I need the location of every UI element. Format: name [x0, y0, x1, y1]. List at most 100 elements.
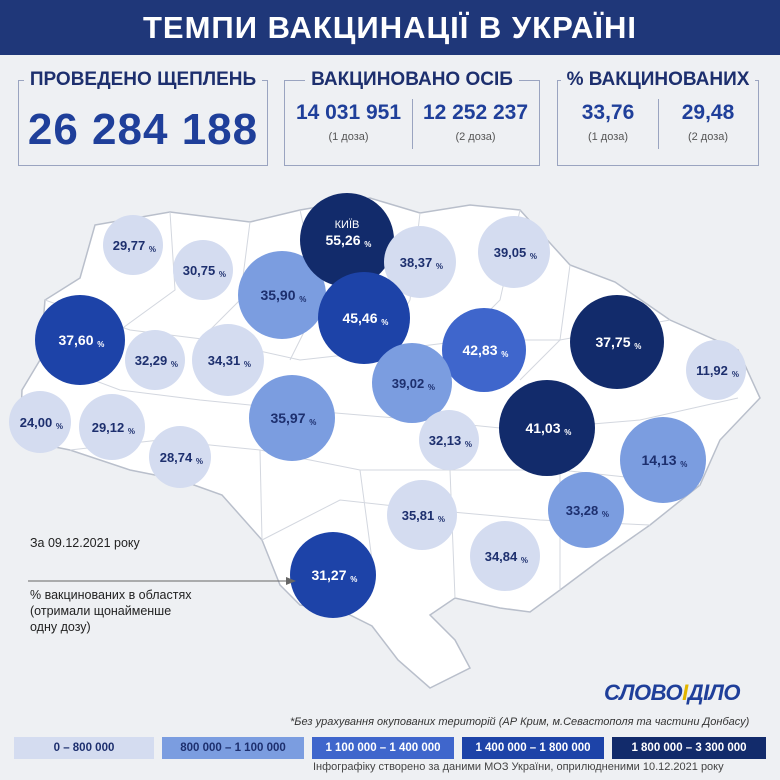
region-bubble — [173, 240, 233, 300]
percent-sign: % — [438, 515, 445, 524]
dose1-percent: 33,76 — [581, 101, 635, 124]
percent-sign: % — [299, 295, 306, 304]
region-value-label: 24,00 — [20, 415, 53, 430]
region-value-label: 33,28 — [566, 503, 599, 518]
region-value-label: 32,29 — [135, 353, 168, 368]
region-bubble — [79, 394, 145, 460]
region-value-label: 34,31 — [208, 353, 241, 368]
legend-item: 1 400 000 – 1 800 000 — [462, 737, 604, 759]
region-bubble — [35, 295, 125, 385]
percent-sign: % — [364, 240, 371, 249]
percent-sign: % — [564, 428, 571, 437]
region-value-label: 41,03 — [525, 420, 560, 436]
region-value-label: 34,84 — [485, 549, 518, 564]
region-bubble — [620, 417, 706, 503]
divider — [658, 99, 659, 149]
footnote: *Без урахування окупованих територій (АР… — [290, 716, 750, 728]
legend-item: 1 100 000 – 1 400 000 — [312, 737, 454, 759]
date-note: За 09.12.2021 року — [30, 536, 140, 550]
region-bubble — [372, 343, 452, 423]
region-bubble — [387, 480, 457, 550]
region-value-label: 31,27 — [311, 567, 346, 583]
legend-item: 1 800 000 – 3 300 000 — [612, 737, 766, 759]
dose1-count-caption: (1 доза) — [328, 131, 369, 143]
region-value-label: 35,81 — [402, 508, 435, 523]
percent-sign: % — [521, 556, 528, 565]
region-value-label: 39,05 — [494, 245, 527, 260]
legend-item: 0 – 800 000 — [14, 737, 154, 759]
vaccinated-percent-label: % ВАКЦИНОВАНИХ — [560, 69, 756, 90]
region-bubble — [470, 521, 540, 591]
kyiv-label: КИЇВ — [335, 219, 360, 231]
percent-sign: % — [530, 252, 537, 261]
percent-sign: % — [732, 370, 739, 379]
percent-sign: % — [465, 440, 472, 449]
region-bubble — [548, 472, 624, 548]
percent-sign: % — [128, 427, 135, 436]
region-bubble — [125, 330, 185, 390]
dose2-percent: 29,48 — [681, 101, 735, 124]
map-note-line-1: % вакцинованих в областях — [30, 588, 192, 602]
region-bubble — [290, 532, 376, 618]
region-value-label: 37,75 — [595, 334, 630, 350]
total-vaccinations-box: ПРОВЕДЕНО ЩЕПЛЕНЬ 26 284 188 — [18, 69, 268, 166]
total-vaccinations-label: ПРОВЕДЕНО ЩЕПЛЕНЬ — [23, 69, 263, 90]
region-bubble — [442, 308, 526, 392]
logo-part-1: СЛОВО — [604, 680, 683, 705]
region-value-label: 42,83 — [462, 342, 497, 358]
map-note-line-2: (отримали щонайменше — [30, 604, 172, 618]
dose2-count: 12 252 237 — [422, 101, 529, 124]
percent-sign: % — [634, 342, 641, 351]
region-value-label: 32,13 — [429, 433, 462, 448]
logo: СЛОВОІДІЛО — [604, 680, 740, 706]
dose1-count: 14 031 951 — [295, 101, 402, 124]
region-bubble — [238, 251, 326, 339]
region-value-label: 37,60 — [58, 332, 93, 348]
pointer-arrow-icon — [286, 577, 296, 585]
percent-sign: % — [196, 457, 203, 466]
region-value-label: 28,74 — [160, 450, 193, 465]
region-value-label: 55,26 — [325, 232, 360, 248]
percent-sign: % — [309, 418, 316, 427]
source-note: Інфографіку створено за даними МОЗ Украї… — [313, 761, 724, 773]
percent-sign: % — [350, 575, 357, 584]
region-value-label: 38,37 — [400, 255, 433, 270]
percent-sign: % — [680, 460, 687, 469]
region-bubble — [249, 375, 335, 461]
map-note-line-3: одну дозу) — [30, 620, 91, 634]
percent-sign: % — [56, 422, 63, 431]
region-bubble — [570, 295, 664, 389]
region-bubble — [192, 324, 264, 396]
logo-part-2: ДІЛО — [687, 680, 741, 705]
region-bubble — [9, 391, 71, 453]
percent-sign: % — [436, 262, 443, 271]
region-bubble — [478, 216, 550, 288]
percent-sign: % — [501, 350, 508, 359]
region-value-label: 29,12 — [92, 420, 125, 435]
percent-sign: % — [219, 270, 226, 279]
logo-separator: І — [682, 680, 688, 705]
percent-sign: % — [381, 318, 388, 327]
percent-sign: % — [244, 360, 251, 369]
percent-sign: % — [428, 383, 435, 392]
percent-sign: % — [149, 245, 156, 254]
percent-sign: % — [171, 360, 178, 369]
total-vaccinations-value: 26 284 188 — [27, 105, 259, 154]
region-bubble — [300, 193, 394, 287]
dose1-percent-caption: (1 доза) — [587, 131, 629, 143]
region-bubble — [419, 410, 479, 470]
vaccinated-persons-box: ВАКЦИНОВАНО ОСІБ 14 031 951 (1 доза) 12 … — [284, 69, 540, 166]
page-title: ТЕМПИ ВАКЦИНАЦІЇ В УКРАЇНІ — [143, 10, 637, 45]
region-value-label: 45,46 — [342, 310, 377, 326]
legend-item: 800 000 – 1 100 000 — [162, 737, 304, 759]
region-bubble — [149, 426, 211, 488]
region-bubble — [499, 380, 595, 476]
region-value-label: 39,02 — [392, 376, 425, 391]
region-value-label: 11,92 — [696, 363, 728, 378]
region-bubble — [686, 340, 746, 400]
vaccinated-percent-box: % ВАКЦИНОВАНИХ 33,76 (1 доза) 29,48 (2 д… — [557, 69, 759, 166]
divider — [412, 99, 413, 149]
vaccinated-persons-label: ВАКЦИНОВАНО ОСІБ — [305, 69, 519, 90]
